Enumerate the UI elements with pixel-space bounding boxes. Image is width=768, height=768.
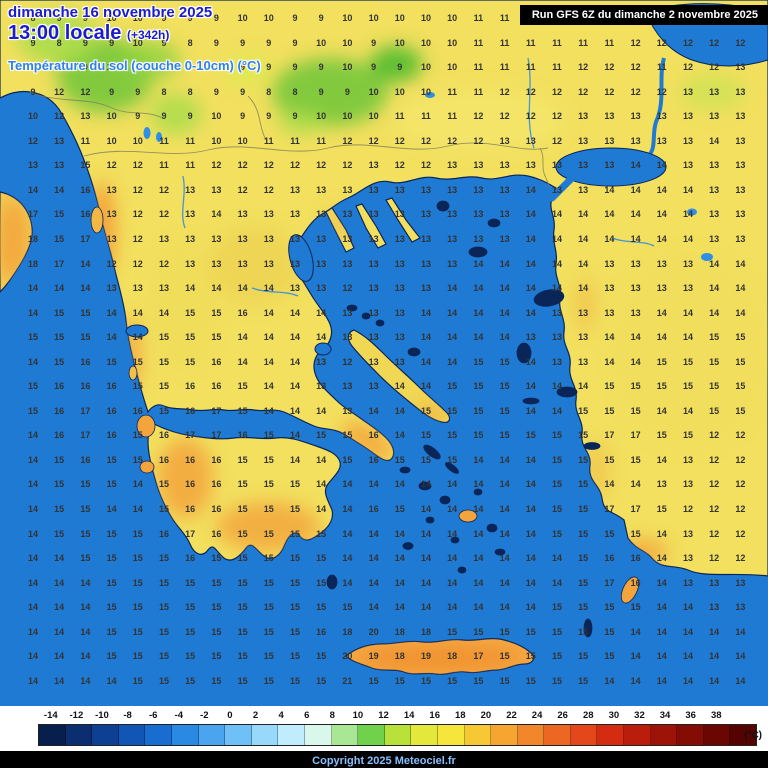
legend-cell [570,725,598,745]
legend-tick: 20 [480,710,492,721]
legend-color-bar [38,724,758,746]
legend-tick: 30 [608,710,620,721]
legend-cell [730,725,757,745]
sea-of-marmara [555,147,667,187]
time-label: 13:00 locale (+342h) [8,22,261,45]
copyright-bar: Copyright 2025 Meteociel.fr [0,751,768,768]
greece-map [0,0,768,706]
date-label: dimanche 16 novembre 2025 [8,4,213,21]
legend-tick: 8 [329,710,335,721]
kefalonia-island [136,414,156,438]
temperature-shading [0,12,765,670]
legend-cell [171,725,199,745]
legend-tick: 10 [352,710,364,721]
copyright-text: Copyright 2025 Meteociel.fr [312,755,456,767]
legend-tick-labels: -14 -12 -10 -8 -6 -4 -2 0 2 4 6 8 10 12 14 16 18 20 22 24 26… [38,710,729,721]
corfu-island [90,206,104,234]
legend-tick: 34 [659,710,671,721]
legend-tick: 22 [506,710,517,721]
legend-cell [225,725,252,745]
zakynthos-island [139,460,155,474]
legend-tick: 4 [278,710,284,721]
chalkidiki-finger-2 [355,203,387,249]
dardanelles-strait [548,174,576,202]
legend-cell [703,725,731,745]
lefkada-island [128,365,138,381]
pagasetic-gulf [314,342,332,356]
legend-cell [92,725,119,745]
legend-cell [384,725,412,745]
legend-cell [278,725,305,745]
legend-tick: -4 [174,710,183,721]
legend-cell [597,725,625,745]
legend-cell [39,725,66,745]
legend-cell [198,725,226,745]
legend-cell [358,725,385,745]
legend-tick: 6 [304,710,310,721]
forecast-offset-label: (+342h) [126,28,170,42]
legend-cell [624,725,651,745]
legend-tick: 12 [378,710,389,721]
legend-tick: 16 [429,710,440,721]
rhodes-island [620,576,640,604]
chalkidiki-finger-3 [385,197,421,243]
legend-tick: 24 [531,710,543,721]
legend-tick: 18 [455,710,466,721]
legend-tick: 2 [252,710,259,721]
legend-cell [677,725,704,745]
legend-tick: 36 [685,710,696,721]
legend-unit-label: (°C) [744,730,762,741]
ambracian-gulf [125,324,149,338]
time-text: 13:00 locale [8,22,122,44]
legend-cell [517,725,545,745]
rivers-group [182,57,655,297]
subtitle-label: Température du sol (couche 0-10cm) (°C) [8,58,261,73]
legend-tick: 14 [403,710,415,721]
map-canvas [0,0,768,706]
legend-tick: 26 [557,710,568,721]
legend-cell [304,725,332,745]
legend-tick: 28 [582,710,594,721]
run-info-box: Run GFS 6Z du dimanche 2 novembre 2025 [519,5,768,25]
borders-group [29,91,551,189]
legend-tick: -14 [43,710,58,721]
legend-cell [437,725,465,745]
legend-cell [331,725,359,745]
legend-tick: -12 [69,710,84,721]
naxos-island [458,509,478,523]
legend-tick: -2 [200,710,209,721]
legend: -14 -12 -10 -8 -6 -4 -2 0 2 4 6 8 10 12 14 16 18 20 22 24 26… [0,706,768,751]
legend-cell [411,725,438,745]
islands-group [90,200,640,638]
thermaic-gulf [288,234,314,282]
legend-tick: -8 [123,710,132,721]
legend-cell [118,725,146,745]
legend-tick: -10 [95,710,109,721]
legend-cell [65,725,93,745]
legend-cell [145,725,172,745]
legend-tick: 0 [227,710,233,721]
legend-tick: -6 [148,710,158,721]
legend-cell [251,725,279,745]
map-header: dimanche 16 novembre 2025 13:00 locale (… [8,4,261,73]
lakes-group [143,92,713,261]
legend-cell [650,725,678,745]
bosphorus-strait [648,57,666,156]
legend-tick: 38 [710,710,722,721]
legend-cell [464,725,492,745]
legend-tick: 32 [634,710,645,721]
legend-cell [544,725,571,745]
legend-cell [491,725,518,745]
